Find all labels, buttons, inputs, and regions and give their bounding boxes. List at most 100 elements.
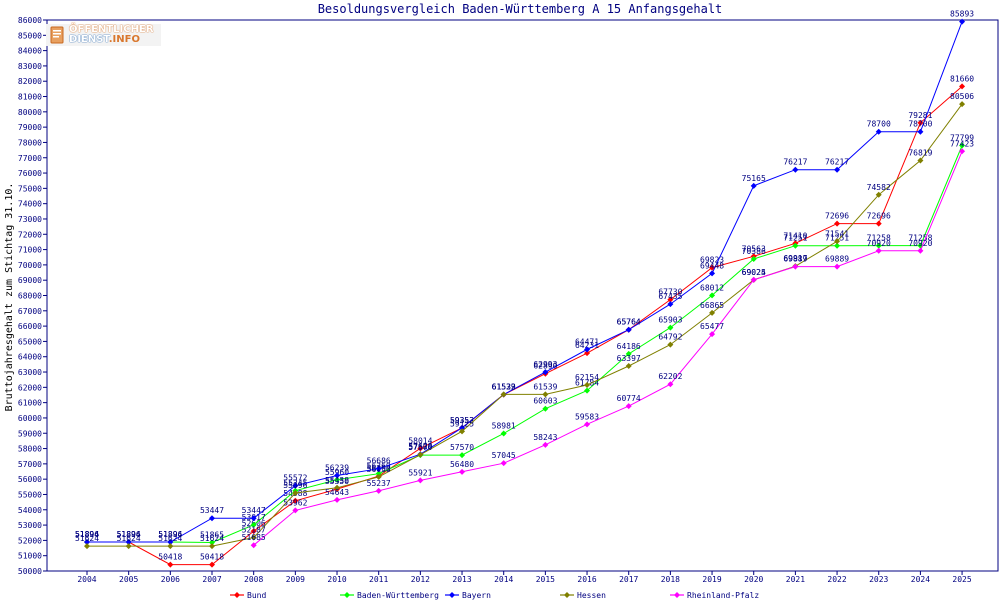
y-tick-label: 59000 bbox=[18, 429, 42, 438]
data-label: 51624 bbox=[158, 534, 182, 543]
data-point bbox=[292, 482, 299, 489]
data-label: 85893 bbox=[950, 10, 974, 19]
plot-area bbox=[46, 19, 999, 572]
data-label: 62890 bbox=[533, 362, 557, 371]
y-tick-label: 77000 bbox=[18, 154, 42, 163]
data-point bbox=[584, 387, 591, 394]
data-point bbox=[459, 452, 466, 459]
data-label: 61539 bbox=[492, 382, 516, 391]
x-tick-label: 2016 bbox=[577, 575, 596, 584]
data-label: 64792 bbox=[658, 333, 682, 342]
x-tick-label: 2004 bbox=[77, 575, 96, 584]
data-point bbox=[334, 496, 341, 503]
x-tick-label: 2023 bbox=[869, 575, 888, 584]
data-label: 55096 bbox=[283, 481, 307, 490]
data-point bbox=[417, 451, 424, 458]
y-tick-label: 58000 bbox=[18, 445, 42, 454]
data-label: 76819 bbox=[908, 149, 932, 158]
data-label: 60603 bbox=[533, 397, 557, 406]
y-tick-label: 64000 bbox=[18, 353, 42, 362]
data-label: 57600 bbox=[408, 443, 432, 452]
series-bund: 5189451894504185041852606545885535056200… bbox=[75, 74, 974, 568]
data-label: 65764 bbox=[617, 318, 641, 327]
data-point bbox=[542, 391, 549, 398]
data-point bbox=[625, 350, 632, 357]
data-label: 69917 bbox=[783, 254, 807, 263]
data-label: 69024 bbox=[742, 268, 766, 277]
data-point bbox=[417, 477, 424, 484]
logo-line-2-suffix: .INFO bbox=[108, 34, 140, 45]
data-point bbox=[875, 247, 882, 254]
data-label: 59125 bbox=[450, 419, 474, 428]
data-point bbox=[667, 301, 674, 308]
data-label: 69025 bbox=[742, 268, 766, 277]
data-point bbox=[625, 403, 632, 410]
data-point bbox=[792, 166, 799, 173]
data-point bbox=[917, 128, 924, 135]
data-point bbox=[209, 543, 216, 550]
data-label: 69448 bbox=[700, 261, 724, 270]
data-label: 81660 bbox=[950, 74, 974, 83]
data-label: 53447 bbox=[242, 506, 266, 515]
data-label: 51896 bbox=[158, 530, 182, 539]
data-point bbox=[709, 270, 716, 277]
data-point bbox=[750, 255, 757, 262]
logo-line-2-main: DIENST bbox=[69, 34, 109, 45]
data-point bbox=[334, 484, 341, 491]
x-tick-label: 2005 bbox=[119, 575, 138, 584]
data-label: 51894 bbox=[75, 530, 99, 539]
data-point bbox=[417, 445, 424, 452]
legend-swatch-marker bbox=[564, 592, 570, 598]
data-point bbox=[584, 346, 591, 353]
series-layer: 5189451894504185041852606545885535056200… bbox=[75, 10, 974, 568]
data-label: 71251 bbox=[825, 234, 849, 243]
data-point bbox=[250, 521, 257, 528]
data-point bbox=[542, 369, 549, 376]
data-point bbox=[584, 350, 591, 357]
data-label: 79281 bbox=[908, 111, 932, 120]
data-label: 62993 bbox=[533, 360, 557, 369]
data-label: 52187 bbox=[242, 526, 266, 535]
data-label: 56480 bbox=[450, 460, 474, 469]
y-tick-label: 72000 bbox=[18, 230, 42, 239]
data-point bbox=[125, 543, 132, 550]
legend-swatch-marker bbox=[344, 592, 350, 598]
data-label: 51896 bbox=[75, 530, 99, 539]
data-label: 74582 bbox=[867, 183, 891, 192]
data-point bbox=[250, 528, 257, 535]
data-point bbox=[500, 430, 507, 437]
y-tick-label: 86000 bbox=[18, 16, 42, 25]
data-label: 72696 bbox=[867, 212, 891, 221]
data-label: 51624 bbox=[200, 534, 224, 543]
data-label: 51894 bbox=[158, 530, 182, 539]
data-label: 56150 bbox=[367, 465, 391, 474]
data-label: 58243 bbox=[533, 433, 557, 442]
data-point bbox=[292, 497, 299, 504]
x-tick-label: 2011 bbox=[369, 575, 388, 584]
data-label: 53447 bbox=[200, 506, 224, 515]
y-axis: 50000 51000 52000 53000 54000 55000 56000 57000… bbox=[18, 16, 47, 576]
data-label: 55921 bbox=[408, 468, 432, 477]
data-label: 57570 bbox=[408, 443, 432, 452]
data-point bbox=[792, 242, 799, 249]
data-label: 71251 bbox=[783, 234, 807, 243]
data-label: 64231 bbox=[575, 341, 599, 350]
data-point bbox=[459, 468, 466, 475]
x-tick-label: 2020 bbox=[744, 575, 763, 584]
data-point bbox=[834, 263, 841, 270]
data-point bbox=[250, 515, 257, 522]
data-label: 71541 bbox=[825, 229, 849, 238]
y-axis-label: Bruttojahresgehalt zum Stichtag 31.10. bbox=[4, 183, 15, 412]
data-label: 80506 bbox=[950, 92, 974, 101]
data-label: 54643 bbox=[325, 488, 349, 497]
data-label: 50418 bbox=[200, 553, 224, 562]
logo-line-1: ÖFFENTLICHER bbox=[69, 24, 154, 35]
y-tick-label: 68000 bbox=[18, 292, 42, 301]
data-point bbox=[292, 507, 299, 514]
data-label: 57045 bbox=[492, 451, 516, 460]
data-point bbox=[834, 242, 841, 249]
data-point bbox=[125, 538, 132, 545]
data-point bbox=[500, 460, 507, 467]
y-tick-label: 69000 bbox=[18, 276, 42, 285]
data-label: 55960 bbox=[325, 468, 349, 477]
